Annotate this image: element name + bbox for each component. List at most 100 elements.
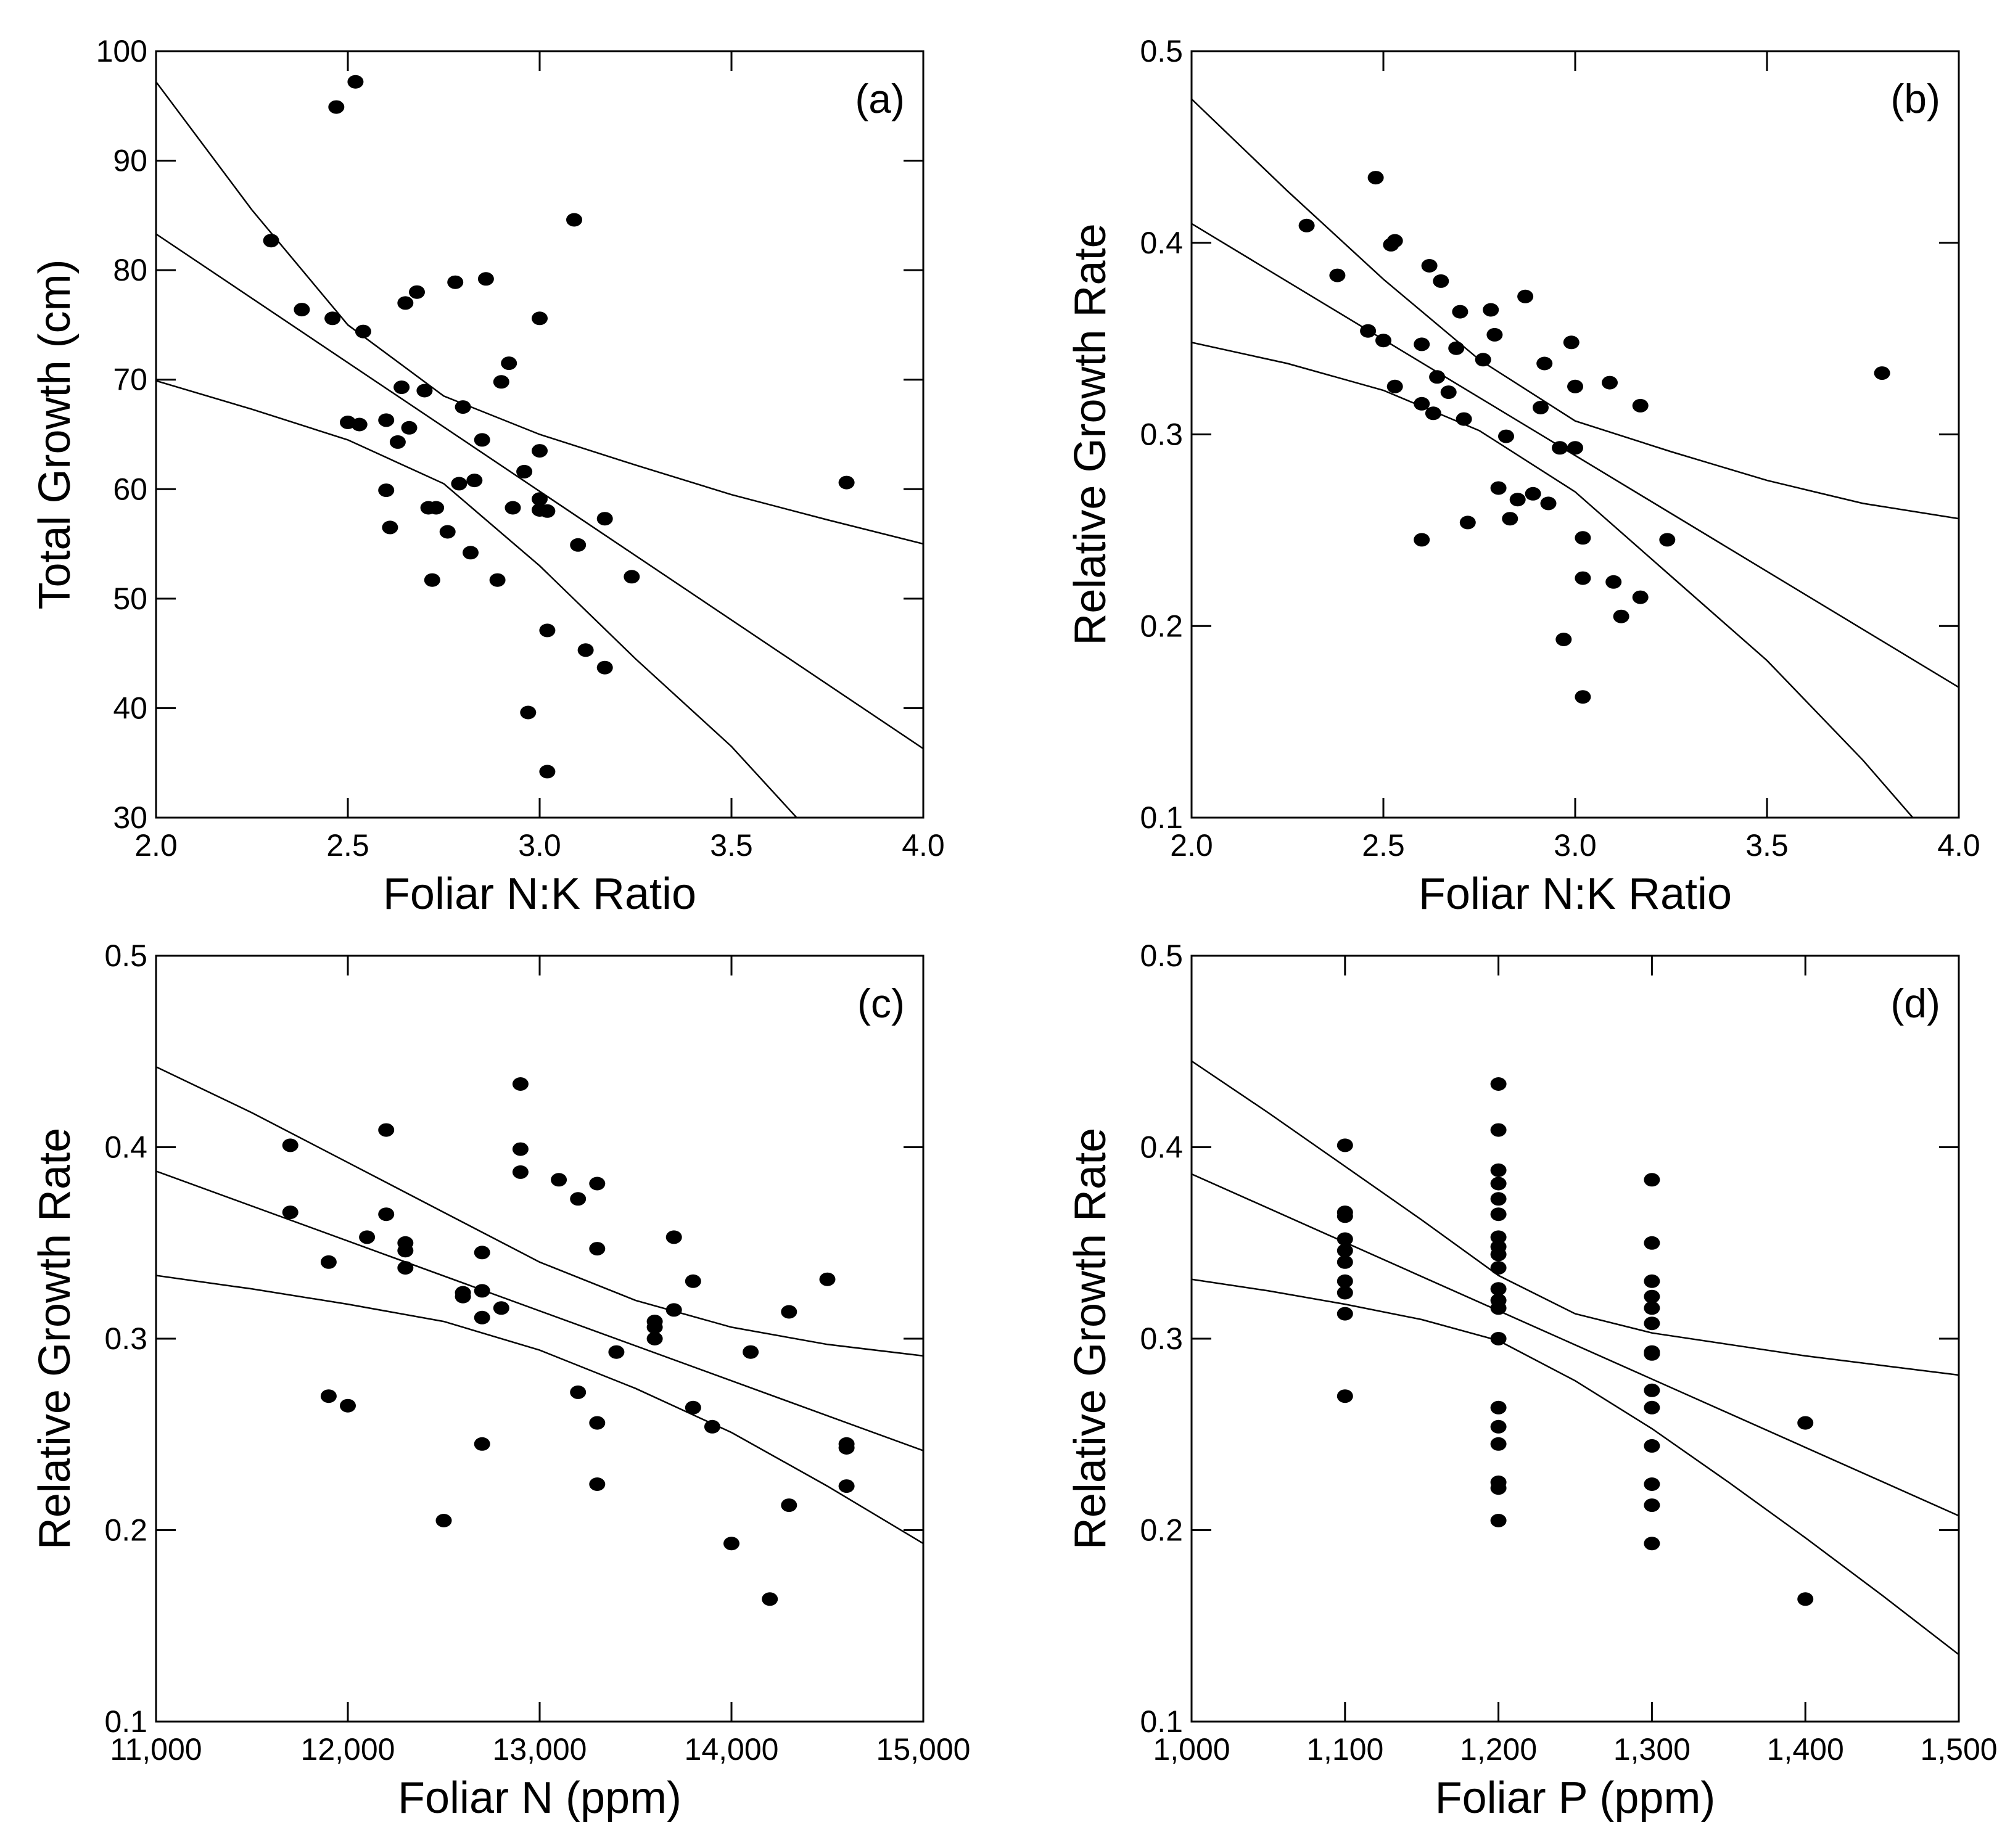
fit-line (1192, 1173, 1959, 1517)
data-point (1414, 396, 1430, 411)
y-tick-label: 0.3 (1140, 417, 1183, 452)
data-point (1456, 412, 1472, 426)
data-point (1533, 401, 1549, 414)
regression-curves (156, 1066, 923, 1545)
data-point (1644, 1289, 1660, 1304)
data-point (1602, 376, 1618, 390)
x-tick-label: 13,000 (493, 1732, 587, 1767)
data-point (1490, 481, 1507, 495)
x-tick-label: 15,000 (876, 1732, 971, 1767)
data-point (378, 413, 395, 427)
data-point (347, 75, 364, 89)
data-point (762, 1592, 778, 1606)
data-point (596, 512, 613, 526)
data-point (570, 1192, 587, 1206)
data-point (1797, 1416, 1814, 1430)
data-point (819, 1272, 836, 1286)
y-tick-label: 0.5 (1140, 34, 1183, 68)
data-point (1490, 1207, 1507, 1222)
data-point (1433, 274, 1449, 288)
regression-curves (1192, 98, 1959, 818)
data-point (551, 1173, 567, 1187)
data-point (1613, 609, 1629, 623)
panel-b: 2.0 2.5 3.0 3.5 4.0 0.1 0.2 0.3 0.4 0.5 Foliar N:K… (1066, 34, 1980, 919)
data-point (489, 573, 506, 587)
data-point (474, 1284, 490, 1298)
data-point (463, 546, 479, 560)
data-point (397, 296, 414, 310)
data-point (282, 1205, 299, 1220)
data-point (1644, 1537, 1660, 1551)
data-point (646, 1332, 663, 1345)
data-point (1644, 1173, 1660, 1187)
data-point (838, 1479, 855, 1493)
data-point (589, 1416, 606, 1430)
data-point (455, 1289, 471, 1304)
data-point (1644, 1274, 1660, 1288)
fit-line (156, 233, 923, 750)
data-point (512, 1142, 529, 1156)
data-point (1475, 353, 1491, 367)
data-points (263, 75, 855, 779)
data-point (838, 1441, 855, 1455)
data-point (1337, 1244, 1353, 1258)
data-point (378, 1207, 395, 1222)
data-point (1644, 1439, 1660, 1453)
x-tick-label: 14,000 (685, 1732, 779, 1767)
y-tick-label: 40 (113, 691, 147, 725)
data-point (1563, 335, 1580, 350)
y-tick-label: 0.2 (1140, 609, 1183, 643)
y-tick-label: 0.2 (1140, 1513, 1183, 1548)
data-point (1644, 1301, 1660, 1315)
x-axis-label: Foliar N:K Ratio (383, 869, 696, 919)
y-tick-label: 70 (113, 363, 147, 397)
y-tick-label: 30 (113, 800, 147, 835)
y-tick-label: 0.2 (104, 1513, 147, 1548)
ci-lower-curve (1192, 342, 1914, 818)
data-point (539, 623, 556, 638)
data-points (282, 1077, 855, 1606)
ci-lower-curve (1192, 1278, 1959, 1656)
data-point (466, 474, 483, 488)
data-point (474, 1310, 490, 1324)
data-point (1509, 493, 1526, 507)
data-point (1425, 406, 1441, 421)
x-tick-label: 12,000 (301, 1732, 395, 1767)
data-point (393, 380, 410, 395)
data-point (359, 1230, 376, 1244)
data-point (1517, 289, 1534, 303)
panel-d: 1,000 1,100 1,200 1,300 1,400 1,500 0.1 0.2 0.3 0… (1066, 938, 1998, 1823)
x-axis-label: Foliar N:K Ratio (1419, 869, 1732, 919)
data-point (401, 421, 418, 435)
data-point (624, 570, 640, 584)
data-point (439, 525, 456, 539)
data-point (378, 483, 395, 498)
data-point (532, 444, 548, 458)
data-point (539, 504, 556, 518)
data-point (1421, 259, 1438, 273)
x-tick-label: 1,500 (1920, 1732, 1997, 1767)
x-tick-label: 1,200 (1460, 1732, 1537, 1767)
data-point (1337, 1286, 1353, 1300)
data-point (596, 660, 613, 675)
x-tick-label: 1,400 (1767, 1732, 1844, 1767)
data-point (320, 1255, 337, 1269)
data-point (1644, 1316, 1660, 1331)
data-point (838, 475, 855, 490)
ci-upper-curve (156, 81, 923, 545)
x-axis-label: Foliar P (ppm) (1435, 1773, 1716, 1823)
plot-frame (1190, 955, 1960, 1723)
y-tick-label: 0.4 (1140, 226, 1183, 260)
panel-tag: (c) (857, 980, 905, 1026)
y-tick-label: 100 (96, 34, 147, 68)
x-axis-label: Foliar N (ppm) (398, 1773, 682, 1823)
data-point (1490, 1261, 1507, 1275)
data-point (424, 573, 440, 587)
data-point (320, 1389, 337, 1403)
panel-c: 11,000 12,000 13,000 14,000 15,000 0.1 0.2 0.3 0… (30, 938, 970, 1823)
data-point (1386, 379, 1403, 393)
data-point (282, 1138, 299, 1152)
data-point (570, 1385, 587, 1399)
y-tick-label: 90 (113, 144, 147, 178)
